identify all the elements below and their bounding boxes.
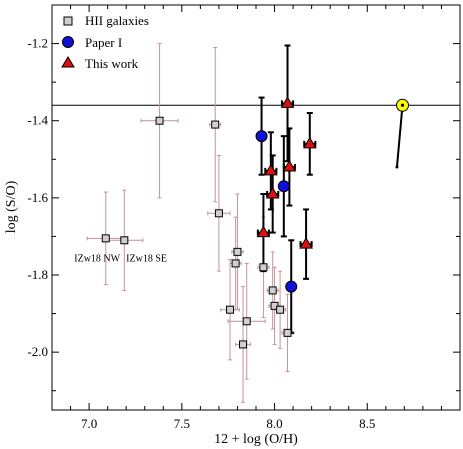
hii-galaxy-point (259, 263, 268, 272)
y-tick-label: -1.6 (27, 190, 48, 205)
x-axis: 7.0 7.5 8.0 8.5 (70, 5, 442, 431)
thiswork-point (302, 136, 317, 149)
hii-galaxy-point (239, 340, 248, 349)
hii-galaxy-point (120, 236, 129, 245)
hii-galaxy-point (233, 247, 242, 256)
error-bars (86, 43, 317, 403)
hii-galaxy-point (283, 328, 292, 337)
hii-galaxy-point (231, 259, 240, 268)
y-tick-label: -2.0 (27, 344, 48, 359)
hii-galaxy-point (214, 209, 223, 218)
sun-track (395, 105, 404, 168)
hii-galaxy-point (155, 116, 164, 125)
x-tick-label: 8.5 (359, 416, 375, 431)
hii-galaxy-point (101, 234, 110, 243)
thiswork-point (282, 160, 297, 172)
sun-symbol-dot (400, 103, 405, 107)
hii-galaxy-point (211, 120, 220, 129)
annotation-label: IZw18 SE (126, 254, 167, 265)
legend-label-hii: HII galaxies (85, 13, 149, 28)
y-axis-title: log (S/O) (4, 180, 19, 233)
legend-label-thiswork: This work (85, 56, 139, 71)
legend-marker-thiswork (61, 56, 75, 68)
legend: HII galaxies Paper I This work (61, 13, 149, 71)
y-axis: -1.2 -1.4 -1.6 -1.8 -2.0 (27, 4, 460, 392)
annotations: IZw18 NW IZw18 SE (74, 254, 167, 265)
annotation-label: IZw18 NW (74, 254, 120, 265)
legend-marker-hii (63, 16, 73, 26)
y-tick-label: -1.8 (27, 267, 48, 282)
y-tick-label: -1.2 (27, 36, 48, 51)
legend-label-paper1: Paper I (85, 35, 122, 50)
x-tick-label: 7.5 (174, 416, 190, 431)
paper1-point (285, 280, 298, 293)
sun-group (395, 98, 410, 169)
x-tick-label: 8.0 (266, 416, 282, 431)
data-markers (101, 96, 317, 349)
paper1-point (277, 180, 290, 193)
hii-galaxy-point (268, 286, 277, 295)
thiswork-point (299, 237, 313, 249)
legend-marker-paper1 (62, 36, 74, 48)
y-tick-label: -1.4 (27, 113, 48, 128)
thiswork-point (265, 187, 280, 199)
thiswork-point (280, 96, 295, 108)
thiswork-point (263, 163, 278, 176)
paper1-point (255, 130, 268, 143)
hii-galaxy-point (226, 305, 235, 314)
sun-track-end (395, 165, 399, 169)
hii-galaxy-point (276, 305, 285, 314)
x-tick-label: 7.0 (81, 416, 97, 431)
hii-galaxy-point (242, 317, 251, 326)
x-axis-title: 12 + log (O/H) (214, 432, 298, 447)
thiswork-point (256, 225, 271, 238)
